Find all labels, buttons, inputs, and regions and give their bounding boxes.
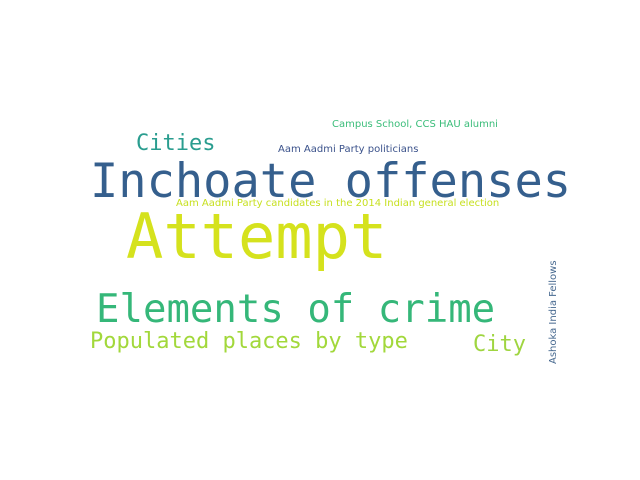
- word-campus-school: Campus School, CCS HAU alumni: [332, 119, 498, 130]
- word-aap-politicians: Aam Aadmi Party politicians: [278, 144, 419, 155]
- word-city: City: [473, 332, 526, 357]
- word-attempt: Attempt: [126, 200, 388, 273]
- word-aap-candidates: Aam Aadmi Party candidates in the 2014 I…: [176, 198, 500, 209]
- word-ashoka-india-fellows: Ashoka India Fellows: [548, 260, 559, 364]
- word-elements-of-crime: Elements of crime: [96, 287, 496, 332]
- word-inchoate-offenses: Inchoate offenses: [90, 154, 572, 209]
- word-cities: Cities: [136, 131, 216, 156]
- word-populated-places: Populated places by type: [90, 329, 408, 354]
